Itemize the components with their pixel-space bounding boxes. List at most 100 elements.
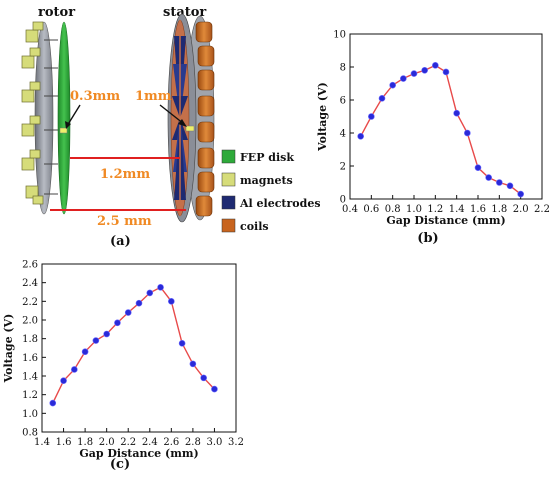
y-axis-label: Voltage (V)	[316, 82, 329, 152]
stator-assembly	[167, 13, 215, 223]
panel-label: (b)	[417, 231, 438, 246]
data-point	[71, 366, 78, 373]
legend: FEP disk magnets Al electrodes coils	[221, 149, 321, 233]
x-tick-label: 0.6	[363, 204, 379, 215]
x-axis-label: Gap Distance (mm)	[386, 214, 505, 227]
stator-label: stator	[163, 5, 206, 20]
data-point	[389, 81, 396, 89]
x-tick-label: 1.8	[77, 437, 93, 448]
x-tick-label: 0.8	[385, 204, 401, 215]
y-axis-label: Voltage (V)	[2, 314, 15, 384]
data-point	[103, 330, 110, 338]
chart-panel-b: 0.4 0.6 0.8 1.0 1.2 1.4 1.6 1.8 2.0 2.2 0 2 4 6 8 10 Gap…	[312, 24, 550, 250]
panel-label-a: (a)	[110, 234, 131, 249]
voltage-chart-c: 1.4 1.6 1.8 2.0 2.2 2.4 2.6 2.8 3.0 3.2 0.8 1.0 1.2 1…	[2, 260, 244, 473]
data-point	[178, 340, 186, 347]
x-tick-label: 3.2	[228, 437, 244, 448]
y-tick-label: 2.0	[22, 316, 38, 327]
data-point	[114, 319, 121, 327]
plot-frame	[349, 33, 543, 200]
y-tick-label: 2	[340, 162, 346, 173]
data-point	[474, 164, 482, 171]
rotor-assembly	[21, 21, 71, 215]
data-point	[81, 348, 89, 356]
y-tick-label: 0	[340, 195, 346, 206]
x-tick-label: 1.4	[34, 437, 50, 448]
legend-label-electrodes: Al electrodes	[239, 197, 320, 210]
x-tick-label: 1.4	[449, 204, 465, 215]
x-tick-label: 1.6	[56, 437, 72, 448]
legend-label-coils: coils	[240, 220, 269, 233]
y-tick-label: 1.2	[22, 390, 38, 401]
x-tick-label: 2.8	[185, 437, 201, 448]
x-tick-label: 2.2	[534, 204, 550, 215]
data-point	[485, 174, 492, 181]
y-tick-label: 2.4	[22, 278, 38, 289]
y-tick-label: 1.6	[22, 353, 38, 364]
legend-label-magnets: magnets	[240, 174, 293, 187]
rotor-label: rotor	[38, 5, 75, 20]
data-point	[200, 374, 207, 382]
x-tick-label: 1.8	[491, 204, 507, 215]
legend-swatch-coils	[221, 218, 236, 233]
data-point	[49, 399, 57, 407]
y-tick-label: 6	[340, 96, 346, 107]
rotor-spokes	[44, 39, 58, 195]
y-tick-label: 4	[340, 129, 346, 140]
y-tick-label: 1.8	[22, 334, 38, 345]
dim-small-stator: 1mm	[135, 89, 172, 104]
dim-mid: 1.2mm	[100, 167, 150, 182]
stator-coils	[195, 21, 215, 217]
y-tick-label: 1.4	[22, 372, 38, 383]
stator-gap-marker	[185, 125, 195, 132]
device-diagram: rotor stator	[21, 5, 321, 249]
plot-frame	[41, 263, 237, 433]
data-point	[211, 385, 218, 393]
y-tick-label: 2.2	[22, 297, 38, 308]
data-point	[189, 360, 197, 368]
series-line	[360, 64, 522, 195]
x-tick-label: 2.4	[142, 437, 158, 448]
data-point	[496, 179, 503, 186]
y-tick-label: 1.0	[22, 409, 38, 420]
legend-label-fep: FEP disk	[240, 151, 294, 164]
y-tick-label: 8	[340, 63, 346, 74]
x-tick-label: 3.0	[206, 437, 222, 448]
data-point	[506, 182, 514, 190]
dim-small-rotor: 0.3mm	[70, 89, 120, 104]
device-diagram-panel: rotor stator	[0, 0, 321, 250]
x-tick-label: 0.4	[342, 204, 358, 215]
fep-disk	[57, 21, 71, 215]
data-point	[124, 309, 132, 316]
data-point	[442, 68, 450, 76]
data-point	[92, 337, 100, 344]
legend-swatch-electrodes	[221, 195, 236, 210]
y-tick-label: 10	[333, 30, 346, 41]
x-tick-label: 1.2	[427, 204, 443, 215]
x-tick-label: 2.0	[99, 437, 115, 448]
x-tick-label: 2.0	[513, 204, 529, 215]
data-point	[157, 284, 164, 291]
panel-label: (c)	[110, 457, 130, 472]
data-point	[378, 95, 386, 102]
data-point	[517, 190, 524, 198]
legend-swatch-fep	[221, 149, 236, 164]
legend-swatch-magnets	[221, 172, 236, 187]
data-point	[368, 113, 375, 120]
x-tick-label: 2.2	[120, 437, 136, 448]
data-point	[60, 377, 67, 384]
rotor-gap-marker	[59, 127, 68, 134]
x-axis-label: Gap Distance (mm)	[79, 447, 198, 460]
data-point	[432, 62, 439, 69]
voltage-chart-b: 0.4 0.6 0.8 1.0 1.2 1.4 1.6 1.8 2.0 2.2 0 2 4 6 8 10 Gap…	[316, 30, 550, 247]
x-tick-label: 1.0	[406, 204, 422, 215]
dimension-annotations: 0.3mm 1mm 1.2mm 2.5 mm	[50, 89, 187, 229]
y-tick-label: 2.6	[22, 260, 38, 271]
data-point	[400, 75, 407, 82]
data-point	[421, 66, 428, 74]
rotor-magnets	[21, 21, 44, 205]
chart-panel-c: 1.4 1.6 1.8 2.0 2.2 2.4 2.6 2.8 3.0 3.2 0.8 1.0 1.2 1…	[0, 252, 250, 474]
dim-long: 2.5 mm	[97, 214, 152, 229]
data-point	[453, 109, 460, 117]
data-point	[168, 298, 175, 305]
